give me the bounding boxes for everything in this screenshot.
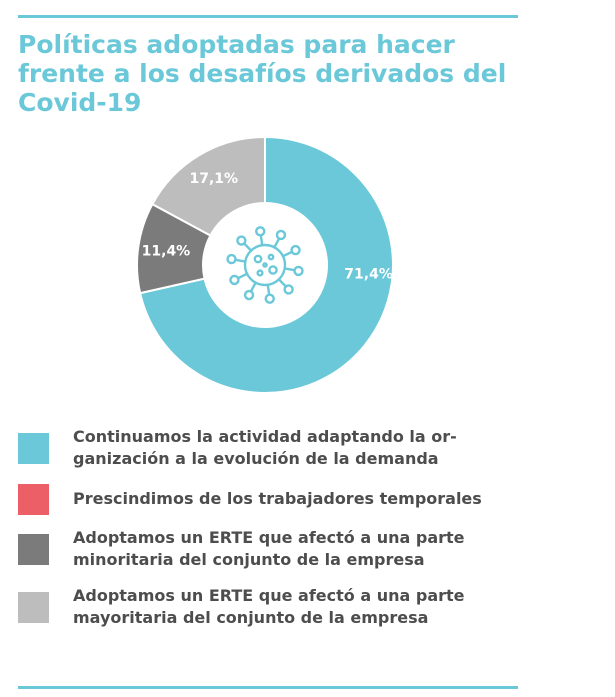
virus-spike — [266, 283, 271, 296]
virus-spike-tip — [293, 265, 304, 277]
legend-item: Continuamos la actividad adaptando la or… — [18, 422, 558, 474]
virus-spike — [249, 281, 257, 293]
virus-spike-tip — [226, 253, 237, 265]
virus-spike — [283, 267, 296, 272]
virus-spike-tip — [229, 274, 240, 286]
data-label: 11,4% — [142, 243, 191, 259]
virus-spike — [242, 242, 253, 252]
virus-spike-tip — [255, 226, 266, 237]
legend-item: Prescindimos de los trabajadores tempora… — [18, 481, 558, 517]
virus-spike — [273, 237, 281, 249]
chart-legend: Continuamos la actividad adaptando la or… — [18, 422, 558, 633]
virus-spike — [236, 272, 249, 280]
legend-line: mayoritaria del conjunto de la empresa — [73, 608, 429, 627]
virus-icon — [226, 226, 304, 304]
legend-line: ganización a la evolución de la demanda — [73, 449, 439, 468]
virus-spike-tip — [236, 235, 247, 246]
data-label: 71,4% — [344, 266, 393, 282]
legend-line: Adoptamos un ERTE que afectó a una parte — [73, 586, 465, 605]
legend-label-temporary-workers: Prescindimos de los trabajadores tempora… — [73, 488, 533, 510]
top-rule — [18, 15, 518, 18]
virus-spike-tip — [275, 229, 287, 241]
virus-spike — [234, 258, 247, 263]
slice-continue-activity — [138, 135, 394, 394]
legend-label-erte-majority: Adoptamos un ERTE que afectó a una parte… — [73, 585, 533, 629]
legend-swatch-erte-minority — [18, 533, 49, 565]
virus-spike-tip — [283, 284, 294, 295]
legend-line: Adoptamos un ERTE que afectó a una parte — [73, 528, 465, 547]
virus-spike — [259, 234, 264, 247]
legend-label-continue-activity: Continuamos la actividad adaptando la or… — [73, 426, 533, 470]
legend-swatch-erte-majority — [18, 591, 49, 623]
legend-line: Prescindimos de los trabajadores tempora… — [73, 489, 482, 508]
donut-chart: 71,4% 11,4% 17,1% — [136, 135, 394, 394]
legend-swatch-continue-activity — [18, 432, 49, 464]
virus-spike-tip — [290, 244, 301, 256]
legend-item: Adoptamos un ERTE que afectó a una parte… — [18, 523, 558, 575]
legend-item: Adoptamos un ERTE que afectó a una parte… — [18, 581, 558, 633]
chart-title: Políticas adoptadas para hacer frente a … — [18, 30, 507, 117]
virus-spike-tip — [264, 293, 275, 304]
bottom-rule — [18, 686, 518, 689]
legend-line: Continuamos la actividad adaptando la or… — [73, 427, 457, 446]
virus-spike-tip — [243, 289, 255, 301]
slice-erte-majority — [151, 135, 266, 237]
data-label: 17,1% — [189, 171, 238, 187]
legend-line: minoritaria del conjunto de la empresa — [73, 550, 425, 569]
virus-spike — [277, 278, 288, 288]
virus-spike — [281, 250, 294, 258]
legend-swatch-temporary-workers — [18, 483, 49, 515]
legend-label-erte-minority: Adoptamos un ERTE que afectó a una parte… — [73, 527, 533, 571]
